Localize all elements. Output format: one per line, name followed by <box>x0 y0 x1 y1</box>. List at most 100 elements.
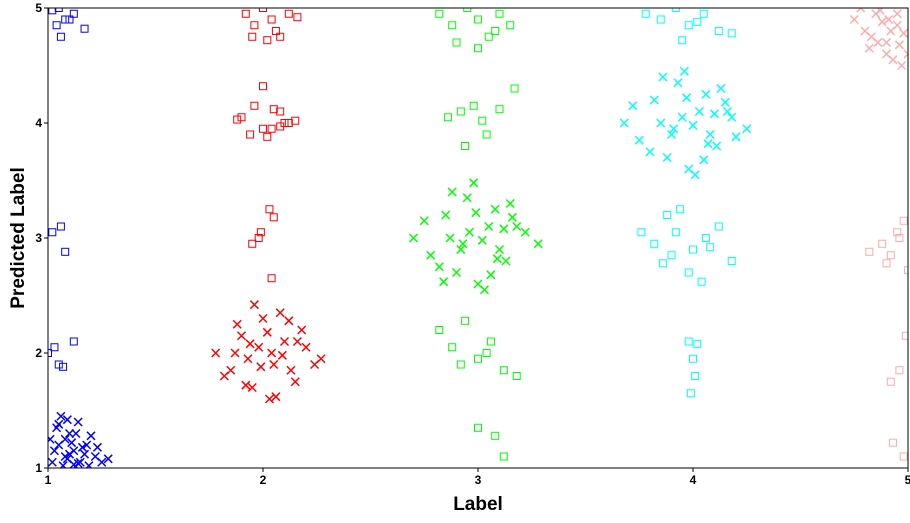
point-cross <box>270 361 278 369</box>
point-square <box>251 22 258 29</box>
point-cross <box>700 156 708 164</box>
point-square <box>677 206 684 213</box>
point-cross <box>713 142 721 150</box>
point-square <box>483 131 490 138</box>
point-square <box>664 212 671 219</box>
point-square <box>715 28 722 35</box>
point-cross <box>212 349 220 357</box>
point-square <box>462 317 469 324</box>
point-square <box>685 22 692 29</box>
point-cross <box>233 320 241 328</box>
point-square <box>475 424 482 431</box>
point-cross <box>689 121 697 129</box>
point-cross <box>502 257 510 265</box>
point-cross <box>242 381 250 389</box>
point-square <box>251 102 258 109</box>
point-square <box>57 33 64 40</box>
point-cross <box>276 309 284 317</box>
point-cross <box>246 340 254 348</box>
point-cross <box>678 113 686 121</box>
point-cross <box>620 119 628 127</box>
point-cross <box>72 430 80 438</box>
point-square <box>285 10 292 17</box>
point-cross <box>493 255 501 263</box>
point-square <box>475 16 482 23</box>
point-square <box>260 125 267 132</box>
point-cross <box>410 234 418 242</box>
point-square <box>268 125 275 132</box>
point-square <box>866 248 873 255</box>
point-cross <box>478 236 486 244</box>
point-cross <box>268 349 276 357</box>
point-square <box>457 108 464 115</box>
y-tick-label: 3 <box>35 231 42 245</box>
point-square <box>657 16 664 23</box>
point-square <box>700 10 707 17</box>
point-square <box>266 206 273 213</box>
plot-frame <box>48 8 908 468</box>
point-square <box>457 361 464 368</box>
point-cross <box>534 240 542 248</box>
point-cross <box>659 73 667 81</box>
point-square <box>500 453 507 460</box>
point-square <box>728 258 735 265</box>
point-cross <box>81 450 89 458</box>
point-square <box>651 240 658 247</box>
point-cross <box>895 41 903 49</box>
point-square <box>702 235 709 242</box>
point-cross <box>491 205 499 213</box>
point-cross <box>298 326 306 334</box>
point-cross <box>420 217 428 225</box>
point-cross <box>265 395 273 403</box>
point-cross <box>480 286 488 294</box>
point-square <box>260 83 267 90</box>
point-square <box>692 373 699 380</box>
point-square <box>496 10 503 17</box>
point-cross <box>435 263 443 271</box>
point-cross <box>683 94 691 102</box>
point-cross <box>732 133 740 141</box>
point-cross <box>513 223 521 231</box>
point-square <box>234 116 241 123</box>
point-square <box>70 338 77 345</box>
point-cross <box>278 351 286 359</box>
point-cross <box>717 85 725 93</box>
point-cross <box>487 271 495 279</box>
x-tick-label: 4 <box>690 473 697 487</box>
point-cross <box>674 79 682 87</box>
point-cross <box>74 418 82 426</box>
point-square <box>270 214 277 221</box>
point-cross <box>442 211 450 219</box>
point-square <box>487 338 494 345</box>
point-square <box>60 363 67 370</box>
point-cross <box>287 366 295 374</box>
point-square <box>883 260 890 267</box>
point-square <box>453 39 460 46</box>
point-square <box>444 114 451 121</box>
point-cross <box>500 225 508 233</box>
point-cross <box>302 343 310 351</box>
point-cross <box>898 62 906 70</box>
point-square <box>685 338 692 345</box>
point-square <box>500 367 507 374</box>
point-square <box>668 252 675 259</box>
point-square <box>57 223 64 230</box>
point-cross <box>238 332 246 340</box>
point-cross <box>50 447 58 455</box>
point-cross <box>521 228 529 236</box>
point-cross <box>728 113 736 121</box>
point-square <box>475 45 482 52</box>
point-square <box>249 240 256 247</box>
point-cross <box>900 29 908 37</box>
point-square <box>492 432 499 439</box>
point-square <box>887 378 894 385</box>
point-square <box>449 344 456 351</box>
x-axis-label: Label <box>453 494 503 515</box>
point-square <box>436 10 443 17</box>
point-cross <box>721 98 729 106</box>
point-cross <box>87 432 95 440</box>
point-cross <box>663 154 671 162</box>
y-tick-label: 5 <box>35 1 42 15</box>
point-cross <box>440 278 448 286</box>
